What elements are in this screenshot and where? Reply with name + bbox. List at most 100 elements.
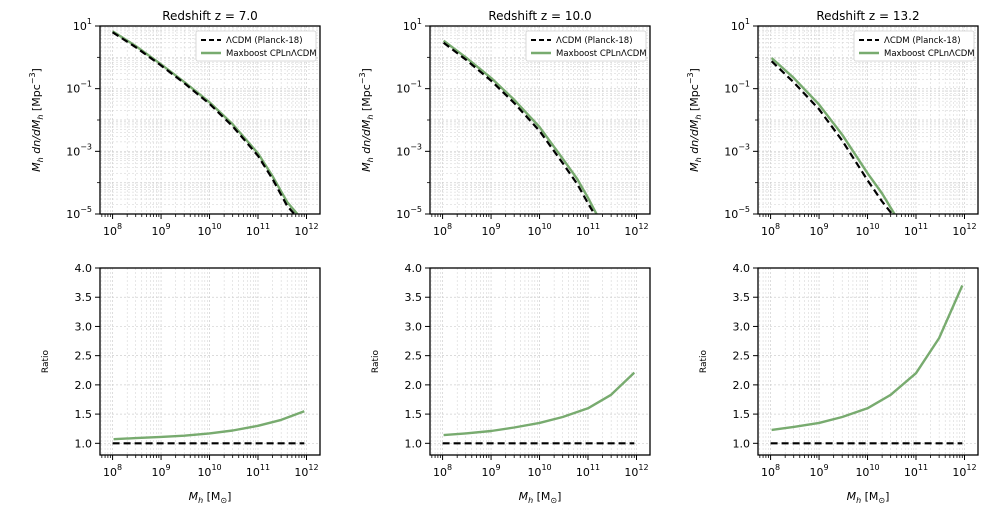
panel-title: Redshift z = 7.0 bbox=[162, 9, 258, 23]
x-tick-label: 1010 bbox=[527, 463, 551, 479]
y-tick-label: 10−1 bbox=[396, 80, 422, 96]
y-axis-label: Ratio bbox=[699, 349, 709, 373]
panel-ratio-2: 108 109 1010 1011 1012 1.0 1.5 2.0 2.5 3.0 3.5 4.0 R… bbox=[371, 262, 651, 505]
grid bbox=[758, 268, 978, 455]
x-tick-label: 109 bbox=[152, 463, 171, 479]
y-axis-label: Mh dn/dMh [Mpc−3] bbox=[686, 68, 703, 172]
x-axis-label: Mh [M⊙] bbox=[519, 490, 562, 505]
x-tick-label: 109 bbox=[810, 222, 829, 238]
y-tick-label: 10−1 bbox=[66, 80, 92, 96]
y-tick-label: 3.0 bbox=[733, 320, 751, 333]
panel-hmf-2: 108 109 1010 1011 1012 101 10−1 10−3 10−5 Redshif… bbox=[358, 9, 651, 238]
series-group bbox=[770, 57, 896, 214]
legend: ΛCDM (Planck-18) Maxboost CPLnΛCDM bbox=[853, 30, 975, 62]
y-tick-label: 4.0 bbox=[405, 262, 423, 275]
x-tick-label: 1012 bbox=[624, 222, 648, 238]
legend-label: Maxboost CPLnΛCDM bbox=[556, 49, 647, 59]
y-tick-label: 101 bbox=[73, 17, 92, 33]
series-group bbox=[770, 285, 964, 445]
x-axis-label: Mh [M⊙] bbox=[189, 490, 232, 505]
x-axis-label: Mh [M⊙] bbox=[847, 490, 890, 505]
x-tick-label: 1011 bbox=[576, 463, 600, 479]
y-tick-label: 2.0 bbox=[405, 379, 423, 392]
y-tick-label: 10−3 bbox=[724, 142, 750, 158]
panel-title: Redshift z = 13.2 bbox=[816, 9, 919, 23]
y-tick-label: 10−5 bbox=[724, 205, 750, 221]
x-tick-label: 1011 bbox=[246, 222, 270, 238]
x-tick-label: 108 bbox=[433, 463, 452, 479]
x-tick-label: 1010 bbox=[197, 222, 221, 238]
y-tick-label: 10−3 bbox=[66, 142, 92, 158]
series-maxboost bbox=[770, 57, 896, 214]
y-tick-label: 3.5 bbox=[405, 291, 423, 304]
x-tick-label: 1012 bbox=[952, 463, 976, 479]
series-lcdm bbox=[112, 31, 296, 214]
legend-label: ΛCDM (Planck-18) bbox=[556, 36, 633, 46]
x-tick-label: 109 bbox=[482, 222, 501, 238]
x-tick-label: 1012 bbox=[952, 222, 976, 238]
x-tick-label: 108 bbox=[103, 463, 122, 479]
legend: ΛCDM (Planck-18) Maxboost CPLnΛCDM bbox=[525, 30, 647, 62]
x-tick-label: 109 bbox=[482, 463, 501, 479]
panel-hmf-1: 108 109 1010 1011 1012 101 10−1 10−3 10−5 Redshif… bbox=[28, 9, 321, 238]
x-tick-label: 108 bbox=[103, 222, 122, 238]
legend-box bbox=[195, 30, 317, 62]
series-maxboost bbox=[443, 371, 636, 437]
series-group bbox=[111, 30, 299, 214]
x-tick-label: 108 bbox=[761, 463, 780, 479]
y-tick-label: 3.5 bbox=[75, 291, 93, 304]
x-tick-label: 1011 bbox=[904, 463, 928, 479]
y-tick-label: 3.0 bbox=[405, 320, 423, 333]
x-tick-label: 1012 bbox=[294, 222, 318, 238]
grid bbox=[100, 268, 320, 455]
y-tick-label: 2.5 bbox=[733, 350, 751, 363]
legend-label: Maxboost CPLnΛCDM bbox=[226, 49, 317, 59]
x-tick-label: 109 bbox=[152, 222, 171, 238]
x-tick-label: 1011 bbox=[246, 463, 270, 479]
x-tick-label: 1010 bbox=[855, 463, 879, 479]
grid bbox=[430, 268, 650, 455]
y-tick-label: 3.5 bbox=[733, 291, 751, 304]
y-tick-label: 1.0 bbox=[405, 437, 423, 450]
panel-ratio-1: 108 109 1010 1011 1012 1.0 1.5 2.0 2.5 3.0 3.5 4.0 R… bbox=[41, 262, 321, 505]
series-maxboost bbox=[442, 39, 598, 214]
legend: ΛCDM (Planck-18) Maxboost CPLnΛCDM bbox=[195, 30, 317, 62]
y-axis-label: Ratio bbox=[371, 349, 381, 373]
y-tick-label: 10−3 bbox=[396, 142, 422, 158]
y-tick-label: 1.0 bbox=[75, 437, 93, 450]
series-maxboost bbox=[771, 285, 964, 432]
y-tick-label: 1.5 bbox=[733, 408, 751, 421]
x-tick-label: 1011 bbox=[576, 222, 600, 238]
series-lcdm bbox=[770, 60, 893, 214]
y-tick-label: 4.0 bbox=[733, 262, 751, 275]
panel-title: Redshift z = 10.0 bbox=[488, 9, 591, 23]
y-tick-label: 10−5 bbox=[66, 205, 92, 221]
series-group bbox=[442, 371, 636, 445]
y-tick-label: 1.5 bbox=[75, 408, 93, 421]
y-tick-label: 1.0 bbox=[733, 437, 751, 450]
series-maxboost bbox=[113, 410, 305, 441]
x-tick-label: 109 bbox=[810, 463, 829, 479]
x-tick-label: 108 bbox=[761, 222, 780, 238]
series-maxboost bbox=[111, 30, 299, 214]
legend-box bbox=[525, 30, 647, 62]
x-tick-label: 1012 bbox=[624, 463, 648, 479]
y-tick-label: 2.0 bbox=[733, 379, 751, 392]
y-tick-label: 2.5 bbox=[75, 350, 93, 363]
y-tick-label: 10−5 bbox=[396, 205, 422, 221]
x-tick-label: 1012 bbox=[294, 463, 318, 479]
y-tick-label: 101 bbox=[731, 17, 750, 33]
y-tick-label: 4.0 bbox=[75, 262, 93, 275]
panel-hmf-3: 108 109 1010 1011 1012 101 10−1 10−3 10−5 Redshif… bbox=[686, 9, 979, 238]
legend-box bbox=[853, 30, 975, 62]
x-tick-label: 1011 bbox=[904, 222, 928, 238]
x-tick-label: 108 bbox=[433, 222, 452, 238]
y-tick-label: 10−1 bbox=[724, 80, 750, 96]
legend-label: ΛCDM (Planck-18) bbox=[884, 36, 961, 46]
legend-label: Maxboost CPLnΛCDM bbox=[884, 49, 975, 59]
y-axis-label: Ratio bbox=[41, 349, 51, 373]
series-group bbox=[112, 410, 305, 445]
y-tick-label: 3.0 bbox=[75, 320, 93, 333]
